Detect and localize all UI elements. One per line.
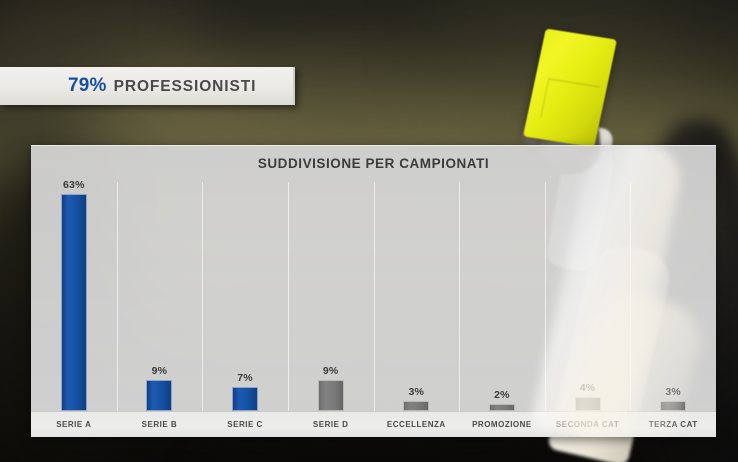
headline-badge-inner: 79% PROFESSIONISTI (0, 75, 256, 97)
chart-bar[interactable] (403, 401, 430, 411)
chart-category-label: SERIE B (141, 419, 178, 429)
chart-category-label: SECONDA CAT (555, 419, 620, 429)
chart-gridline (202, 182, 204, 411)
chart-bar-value-label: 63% (63, 179, 85, 191)
chart-bar-wrapper: 9% (288, 170, 374, 411)
chart-bar[interactable] (574, 397, 601, 411)
chart-bar-column[interactable]: 3% TERZA CAT (630, 182, 716, 437)
chart-bar-wrapper: 63% (31, 170, 117, 411)
chart-bar[interactable] (146, 380, 173, 411)
chart-bar-value-label: 9% (151, 365, 168, 377)
chart-bar[interactable] (317, 380, 344, 411)
chart-bar-column[interactable]: 9% SERIE B (117, 182, 203, 437)
chart-bar-wrapper: 3% (630, 170, 716, 411)
chart-bar-wrapper: 4% (545, 170, 631, 411)
headline-label: PROFESSIONISTI (113, 78, 257, 95)
chart-bar-column[interactable]: 2% PROMOZIONE (459, 182, 545, 437)
chart-gridline (116, 182, 118, 411)
chart-bar-wrapper: 3% (374, 170, 460, 411)
chart-bar[interactable] (60, 194, 87, 411)
chart-gridline (373, 182, 375, 411)
chart-bar-value-label: 3% (408, 386, 425, 398)
headline-badge: 79% PROFESSIONISTI (0, 67, 295, 105)
chart-bars: 63% SERIE A 9% SERIE B 7% SERIE C 9% SERIE D 3% E… (31, 179, 716, 437)
chart-bar-column[interactable]: 3% ECCELLENZA (374, 182, 460, 437)
chart-category-label: PROMOZIONE (472, 419, 532, 429)
chart-bar-value-label: 9% (322, 365, 339, 377)
chart-category-label: SERIE A (56, 419, 92, 429)
chart-bar-column[interactable]: 9% SERIE D (288, 182, 374, 437)
chart-bar[interactable] (232, 387, 259, 411)
chart-gridline (287, 182, 289, 411)
chart-category-label: ECCELLENZA (386, 419, 446, 429)
chart-bar-wrapper: 9% (117, 170, 203, 411)
chart-bar-column[interactable]: 63% SERIE A (31, 179, 117, 437)
chart-category-label: TERZA CAT (648, 419, 698, 429)
chart-bar[interactable] (660, 401, 687, 411)
chart-title: SUDDIVISIONE PER CAMPIONATI (257, 156, 490, 171)
chart-plot-area: 63% SERIE A 9% SERIE B 7% SERIE C 9% SERIE D 3% E… (31, 179, 716, 437)
chart-category-label: SERIE D (312, 419, 349, 429)
chart-bar-column[interactable]: 4% SECONDA CAT (545, 182, 631, 437)
chart-category-label: SERIE C (227, 419, 263, 429)
chart-bar-wrapper: 7% (202, 170, 288, 411)
chart-bar-column[interactable]: 7% SERIE C (202, 182, 288, 437)
headline-percent: 79% (68, 75, 107, 96)
chart-bar-value-label: 2% (494, 389, 510, 401)
chart-bar-value-label: 3% (665, 386, 681, 398)
chart-bar-value-label: 4% (579, 382, 596, 394)
yellow-card-seam (540, 78, 600, 126)
chart-panel: SUDDIVISIONE PER CAMPIONATI 63% SERIE A 9%… (31, 145, 716, 437)
chart-bar-value-label: 7% (237, 372, 253, 384)
chart-bar[interactable] (488, 404, 515, 411)
chart-bar-wrapper: 2% (459, 170, 545, 411)
chart-gridline (459, 182, 461, 411)
